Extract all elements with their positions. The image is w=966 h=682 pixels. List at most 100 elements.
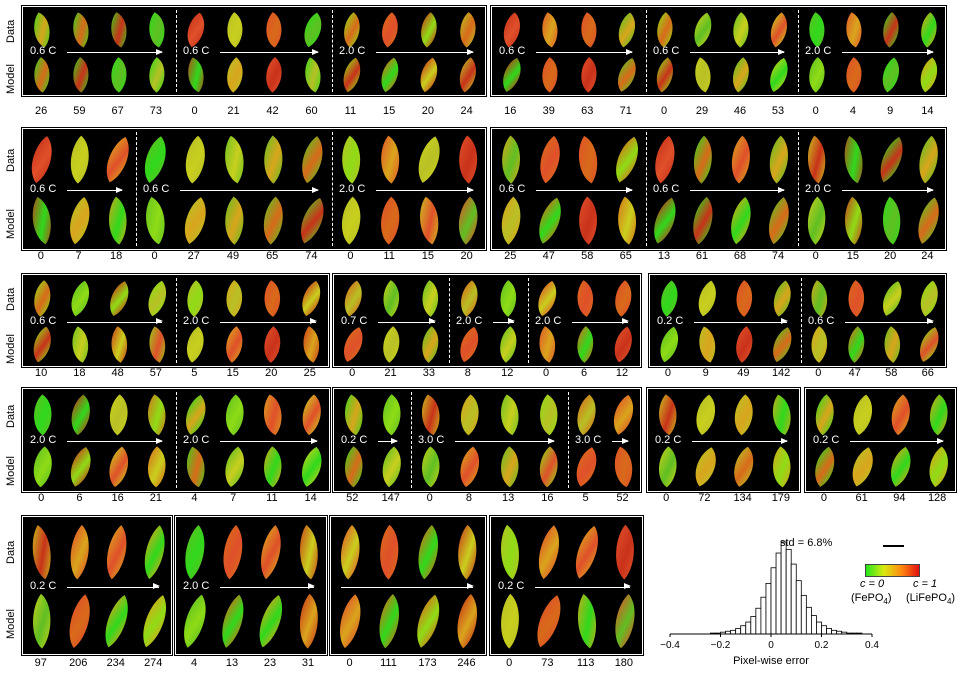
data-particle-image: [66, 134, 93, 190]
model-particle-image: [299, 325, 323, 366]
time-arrow: [220, 318, 317, 324]
time-label: 4: [190, 657, 198, 669]
time-label: 67: [111, 105, 124, 117]
data-particle-image: [222, 279, 246, 323]
model-particle-image: [181, 592, 208, 654]
time-arrow: [536, 48, 633, 55]
time-label: 18: [110, 250, 123, 262]
model-particle-image: [613, 195, 641, 249]
data-particle-image: [375, 523, 403, 586]
c-rate-label: 0.6 C: [143, 183, 170, 195]
model-particle-image: [262, 56, 285, 95]
model-particle-image: [727, 195, 754, 249]
data-particle-image: [298, 393, 325, 442]
model-particle-image: [418, 325, 442, 366]
histogram-bar: [780, 541, 787, 635]
histogram-tick-label: 0: [768, 640, 774, 651]
time-label: 0: [812, 250, 819, 262]
data-particle-image: [535, 279, 559, 323]
model-particle-image: [221, 445, 248, 491]
time-label: 16: [541, 492, 554, 504]
data-particle-image: [695, 279, 719, 323]
model-particle-image: [770, 325, 794, 366]
model-particle-image: [66, 195, 93, 249]
time-label: 13: [225, 657, 239, 669]
image-panel: 0.6 C 0.6 C 2.0 C: [490, 127, 947, 251]
image-panel: 0.2 C: [489, 515, 644, 656]
model-particle-image: [689, 195, 716, 249]
time-label: 68: [733, 250, 747, 262]
model-particle-image: [695, 325, 719, 366]
model-particle-image: [805, 56, 828, 95]
time-label: 48: [111, 367, 124, 379]
data-particle-image: [259, 134, 287, 190]
histogram-bar: [816, 621, 822, 635]
data-particle-image: [727, 134, 754, 190]
time-label: 97: [34, 657, 47, 669]
model-particle-image: [259, 195, 287, 249]
data-particle-image: [535, 393, 562, 442]
c-rate-label: 0.7 C: [341, 314, 368, 327]
time-label: 27: [187, 250, 200, 262]
data-particle-image: [689, 134, 716, 190]
histogram-bar: [755, 607, 762, 635]
time-label: 142: [771, 367, 791, 379]
model-particle-image: [141, 195, 169, 249]
model-particle-image: [496, 325, 520, 366]
time-label: 0: [815, 367, 822, 379]
time-label: 59: [73, 105, 86, 117]
time-arrow: [67, 583, 160, 589]
sequence-divider: [801, 278, 802, 363]
data-particle-image: [67, 393, 94, 442]
model-particle-image: [457, 325, 481, 366]
model-particle-image: [378, 56, 401, 95]
time-label: 26: [35, 105, 48, 117]
model-particle-image: [535, 592, 563, 654]
model-particle-image: [573, 592, 601, 654]
time-label: 0: [663, 492, 670, 504]
model-particle-image: [887, 445, 914, 491]
row-label-model: Model: [5, 63, 17, 94]
data-particle-image: [29, 393, 56, 442]
data-particle-image: [418, 279, 442, 323]
time-label: 0: [426, 492, 433, 504]
time-label: 0: [812, 105, 819, 117]
time-label: 21: [384, 367, 397, 379]
c-rate-label: 2.0 C: [339, 183, 366, 195]
time-label: 25: [303, 367, 316, 379]
sequence-divider: [449, 278, 450, 363]
model-particle-image: [340, 56, 363, 95]
data-particle-image: [340, 11, 363, 54]
scale-bar: [883, 545, 904, 547]
time-arrow: [67, 186, 123, 193]
time-arrow: [690, 186, 785, 193]
data-particle-image: [574, 134, 602, 190]
c-rate-label: 2.0 C: [805, 183, 832, 195]
model-particle-image: [456, 56, 479, 95]
time-label: 21: [227, 105, 240, 117]
sequence-divider: [646, 132, 647, 246]
data-particle-image: [917, 11, 940, 54]
data-particle-image: [103, 523, 130, 586]
data-particle-image: [145, 279, 169, 323]
data-particle-image: [417, 11, 440, 54]
time-label: 0: [349, 367, 356, 379]
data-particle-image: [729, 11, 752, 54]
time-label: 20: [265, 367, 278, 379]
model-particle-image: [181, 195, 209, 249]
data-particle-image: [811, 393, 838, 442]
time-label: 6: [580, 367, 588, 379]
model-particle-image: [767, 56, 790, 95]
time-label: 128: [927, 492, 947, 504]
data-particle-image: [653, 11, 676, 54]
data-particle-image: [615, 11, 638, 54]
time-label: 20: [460, 250, 473, 262]
time-label: 5: [191, 367, 198, 379]
data-particle-image: [66, 523, 93, 586]
data-particle-image: [30, 11, 53, 54]
histogram-tick-label: −0.4: [660, 640, 680, 651]
model-particle-image: [107, 56, 130, 95]
data-particle-image: [692, 393, 719, 442]
data-particle-image: [259, 393, 286, 442]
time-arrow: [67, 437, 163, 444]
